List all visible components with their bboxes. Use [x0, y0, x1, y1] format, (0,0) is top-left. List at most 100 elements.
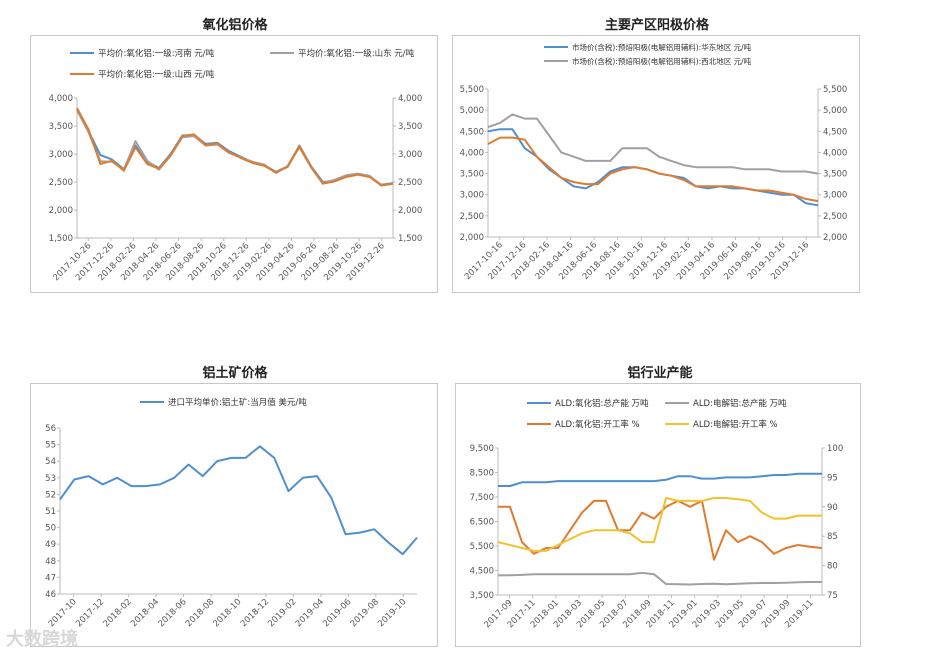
y-tick-label: 52 [45, 490, 56, 500]
y2-tick-label: 2,000 [823, 233, 847, 243]
series-line-3 [497, 497, 822, 552]
y2-tick-label: 3,000 [398, 150, 422, 160]
chart-title: 氧化铝价格 [202, 18, 268, 33]
series-line-1 [76, 109, 394, 187]
chart-bauxite-price: 46474849505152535455562017-102017-122018… [45, 397, 418, 629]
y-tick-label: 8,500 [470, 469, 494, 479]
y2-tick-label: 80 [827, 562, 838, 572]
y-tick-label: 56 [45, 424, 56, 434]
y-tick-label: 2,000 [49, 206, 73, 216]
chart-alumina-price: 1,500 2,000 2,500 3,000 3,500 4,000 1,500 2,000… [49, 48, 423, 283]
y-tick-label: 2,500 [460, 212, 484, 222]
legend-label: ALD:电解铝:总产能 万吨 [693, 398, 787, 409]
chart-title: 铝土矿价格 [202, 366, 268, 381]
y2-tick-label: 75 [827, 591, 838, 601]
y-tick-label: 5,500 [460, 85, 484, 95]
y-tick-label: 55 [45, 441, 56, 451]
x-tick-label: 2019-04 [294, 597, 326, 629]
x-tick-label: 2019-06 [321, 597, 353, 629]
chart-panel-anode-price: 主要产区阳极价格 2,000 2,500 3,000 3,500 4,000 4,500 5… [452, 0, 862, 295]
y-tick-label: 4,500 [470, 567, 494, 577]
y-tick-label: 2,000 [460, 233, 484, 243]
y-tick-label: 46 [45, 590, 56, 600]
y-tick-label: 48 [45, 557, 56, 567]
y2-tick-label: 4,500 [823, 127, 847, 137]
y-tick-label: 5,500 [470, 542, 494, 552]
y-tick-label: 5,000 [460, 106, 484, 116]
series-line-2 [76, 107, 394, 187]
y-tick-label: 1,500 [49, 234, 73, 244]
y-tick-label: 4,000 [49, 94, 73, 104]
chart-frame [452, 35, 860, 293]
y-tick-label: 3,000 [49, 150, 73, 160]
y2-tick-label: 95 [827, 473, 838, 483]
x-tick-label: 2018-10 [211, 597, 243, 629]
y2-tick-label: 2,000 [398, 206, 422, 216]
x-tick-label: 2018-12 [239, 597, 271, 629]
chart-panel-bauxite-price: 铝土矿价格 46 47 48 49 50 51 52 53 54 55 56 2017-10 2017-… [30, 358, 440, 648]
legend-label: 平均价:氧化铝:一级:山西 元/吨 [98, 69, 215, 80]
legend-label: ALD:氧化铝:总产能 万吨 [555, 398, 649, 409]
y-tick-label: 49 [45, 540, 56, 550]
x-tick-label: 2019-10 [376, 597, 408, 629]
y2-tick-label: 1,500 [398, 234, 422, 244]
y-tick-label: 7,500 [470, 493, 494, 503]
chart-title: 主要产区阳极价格 [604, 18, 709, 33]
y-tick-label: 4,000 [460, 148, 484, 158]
series-line-0 [76, 108, 394, 186]
y2-tick-label: 3,500 [823, 170, 847, 180]
y-tick-label: 2,500 [49, 178, 73, 188]
chart-frame [30, 383, 438, 647]
chart-panel-aluminum-capacity: 铝行业产能 3,500 4,500 5,500 6,500 7,500 8,500 9,50… [455, 358, 865, 648]
y-tick-label: 3,500 [49, 122, 73, 132]
y-tick-label: 4,500 [460, 127, 484, 137]
y2-tick-label: 3,500 [398, 122, 422, 132]
y2-tick-label: 5,500 [823, 85, 847, 95]
legend-label: 平均价:氧化铝:一级:河南 元/吨 [98, 48, 215, 59]
y2-tick-label: 90 [827, 503, 838, 513]
series-line-0 [59, 445, 418, 556]
x-tick-label: 2018-06 [157, 597, 189, 629]
y2-tick-label: 4,000 [398, 94, 422, 104]
x-tick-label: 2018-04 [129, 597, 161, 629]
y-tick-label: 3,500 [470, 591, 494, 601]
legend-label: 平均价:氧化铝:一级:山东 元/吨 [298, 48, 415, 59]
y2-tick-label: 2,500 [823, 212, 847, 222]
chart-frame [30, 35, 438, 293]
y-tick-label: 3,000 [460, 191, 484, 201]
legend-label: 进口平均单价:铝土矿:当月值 美元/吨 [168, 397, 307, 408]
series-line-1 [487, 113, 819, 175]
watermark-logo: 大数跨境 [6, 629, 78, 650]
x-tick-label: 2018-02 [102, 597, 134, 629]
legend-label: 市场价(含税):预焙阳极(电解铝用辅料):西北地区 元/吨 [572, 56, 752, 66]
series-line-0 [487, 128, 819, 207]
legend-label: 市场价(含税):预焙阳极(电解铝用辅料):华东地区 元/吨 [572, 42, 752, 52]
y-tick-label: 6,500 [470, 518, 494, 528]
y2-tick-label: 5,000 [823, 106, 847, 116]
y-tick-label: 47 [45, 573, 56, 583]
y2-tick-label: 100 [827, 444, 843, 454]
y2-tick-label: 4,000 [823, 148, 847, 158]
chart-title: 铝行业产能 [627, 366, 693, 381]
y-tick-label: 50 [45, 524, 56, 534]
legend-label: ALD:氧化铝:开工率 % [555, 419, 640, 430]
y2-tick-label: 2,500 [398, 178, 422, 188]
y-tick-label: 3,500 [460, 170, 484, 180]
series-line-1 [497, 571, 822, 586]
y-tick-label: 9,500 [470, 444, 494, 454]
y-tick-label: 54 [45, 457, 56, 467]
x-tick-label: 2017-12 [74, 597, 106, 629]
chart-aluminum-capacity: 3,500 4,500 5,500 6,500 7,500 8,500 9,500 75 80 8… [470, 398, 844, 630]
y2-tick-label: 3,000 [823, 191, 847, 201]
series-line-0 [498, 472, 822, 487]
y2-tick-label: 85 [827, 532, 838, 542]
series-line-2 [487, 136, 819, 203]
legend-label: ALD:电解铝:开工率 % [693, 419, 778, 430]
chart-panel-alumina-price: 氧化铝价格 1,500 2,000 2,500 3,000 3,500 4,000 1,50… [30, 0, 440, 295]
chart-anode-price: 2,000 2,500 3,000 3,500 4,000 4,500 5,000 5,500… [460, 42, 848, 282]
x-tick-label: 2019-02 [266, 597, 298, 629]
y-tick-label: 51 [45, 507, 56, 517]
x-tick-label: 2018-08 [184, 597, 216, 629]
x-tick-label: 2019-08 [349, 597, 381, 629]
y-tick-label: 53 [45, 474, 56, 484]
